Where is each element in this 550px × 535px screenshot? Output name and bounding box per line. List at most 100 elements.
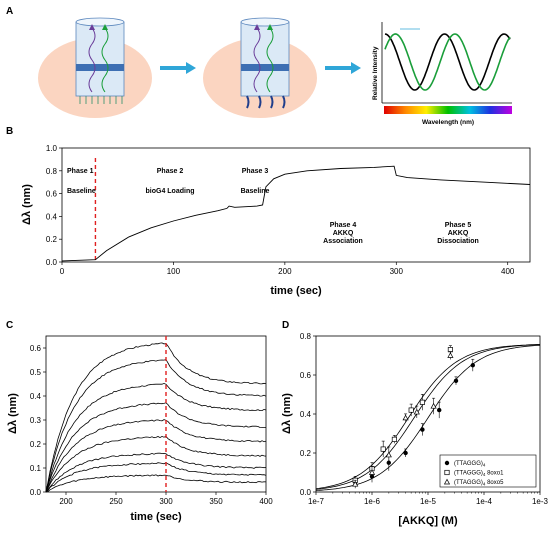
series-line (45, 452, 267, 493)
stage-2-bound-molecules (246, 95, 286, 109)
panel-label-d: D (282, 320, 289, 331)
data-point (447, 347, 453, 353)
x-axis-title: time (sec) (130, 511, 182, 523)
phase-label: Baseline (241, 188, 270, 195)
data-point (408, 407, 414, 413)
interference-ylabel: Relative Intensity (372, 46, 379, 100)
phase-label: AKKQ (448, 230, 469, 237)
series-line (45, 435, 267, 492)
biosensor-stage-1 (38, 17, 152, 118)
panel-label-a: A (6, 6, 13, 17)
phase-label: AKKQ (333, 230, 354, 237)
stage-2-band (241, 64, 289, 71)
y-tick-label: 0.4 (300, 410, 312, 419)
x-tick-label: 0 (60, 267, 65, 276)
legend-entry-name: (TTAGGG) (454, 461, 483, 467)
y-axis-title: Δλ (nm) (7, 393, 19, 434)
legend-entry: (TTAGGG)4 8oxo5 (454, 480, 504, 487)
data-point (430, 402, 437, 409)
series-line (45, 359, 267, 492)
y-axis-title: Δλ (nm) (281, 393, 293, 434)
x-tick-label: 300 (159, 497, 173, 506)
y-tick-label: 0.0 (300, 488, 312, 497)
legend-entry-name: (TTAGGG) (454, 471, 483, 477)
sensorgram-trace (61, 165, 531, 262)
legend-entry-suffix: 8oxo5 (485, 480, 504, 486)
chart-association-dissociation: 200 250 300 350 400 0.0 0.1 0.2 0.3 0.4 0.5 0.6 time… (7, 335, 273, 523)
data-point (447, 352, 454, 358)
data-point (420, 427, 425, 432)
data-point (470, 363, 475, 368)
y-tick-label: 0.4 (46, 212, 58, 221)
data-point (385, 451, 392, 458)
data-point (413, 408, 420, 415)
phase-label: Phase 3 (242, 168, 269, 175)
interference-plot: Relative Intensity Wavelength (nm) (372, 22, 512, 126)
phase-label: Dissociation (437, 238, 479, 245)
panel-label-c: C (6, 320, 13, 331)
stage-1-tube (75, 21, 125, 97)
stage-1-green-wave (101, 27, 109, 93)
y-tick-label: 0.0 (46, 258, 58, 267)
chart-dose-response: 1e-7 1e-6 1e-5 1e-4 1e-3 0.0 0.2 0.4 0.6 0.8 [AKKQ… (281, 332, 549, 527)
plot-frame (45, 335, 267, 493)
x-tick-label: 400 (259, 497, 273, 506)
data-point (380, 446, 386, 452)
data-point (444, 469, 450, 476)
series-line (45, 474, 267, 493)
data-point (403, 450, 408, 456)
y-tick-label: 0.2 (46, 235, 58, 244)
biosensor-stage-2 (203, 17, 317, 118)
data-point (368, 469, 376, 475)
y-tick-label: 0.5 (30, 368, 42, 377)
legend-box (439, 454, 537, 488)
phase-label: Phase 2 (157, 168, 184, 175)
data-point (444, 460, 450, 466)
y-tick-label: 0.3 (30, 416, 42, 425)
legend-entry-suffix: 8oxo1 (485, 471, 504, 477)
y-tick-label: 0.8 (46, 167, 58, 176)
chart-sensorgram: 0 100 200 300 400 0.0 0.2 0.4 0.6 0.8 1.0 time (sec… (21, 144, 531, 297)
data-point (402, 414, 409, 421)
x-tick-label: 1e-3 (532, 497, 549, 506)
stage-1-green-arrowhead (102, 24, 108, 30)
phase-label: Phase 4 (330, 222, 357, 229)
stage-1-purple-arrowhead (89, 24, 95, 30)
series-line (45, 462, 267, 493)
y-tick-label: 0.1 (30, 464, 42, 473)
y-tick-label: 0.4 (30, 392, 42, 401)
y-axis-title: Δλ (nm) (21, 184, 33, 225)
phase-label: Phase 1 (67, 168, 94, 175)
legend: (TTAGGG)4(TTAGGG)4 8oxo1(TTAGGG)4 8oxo5 (439, 454, 537, 488)
stage-1-tube-top (75, 17, 125, 27)
legend-entry: (TTAGGG)4 8oxo1 (454, 471, 504, 478)
interference-wave-green (384, 33, 511, 91)
y-tick-label: 1.0 (46, 144, 58, 153)
x-tick-label: 200 (278, 267, 292, 276)
stage-2-tube-top (240, 17, 290, 27)
y-tick-label: 0.6 (30, 344, 42, 353)
x-tick-label: 100 (167, 267, 181, 276)
series-line (45, 419, 267, 493)
interference-xlabel: Wavelength (nm) (422, 119, 474, 126)
data-point (437, 407, 442, 413)
data-point (352, 480, 359, 487)
legend-entry-subscript: 4 (483, 472, 486, 477)
stage-1-purple-wave (88, 27, 96, 93)
stage-2-purple-wave (253, 27, 261, 93)
y-tick-label: 0.0 (30, 488, 42, 497)
series-line (45, 382, 267, 492)
series-line (45, 342, 267, 493)
stage-2-tube (240, 21, 290, 97)
phase-label: Phase 5 (445, 222, 472, 229)
y-tick-label: 0.2 (300, 449, 312, 458)
x-tick-label: 200 (59, 497, 73, 506)
stage-1-band (76, 64, 124, 71)
legend-entry-subscript: 4 (483, 463, 486, 468)
x-tick-label: 400 (501, 267, 515, 276)
data-point (443, 478, 451, 485)
plot-frame (61, 147, 531, 263)
data-point (453, 378, 459, 384)
y-tick-label: 0.8 (300, 332, 312, 341)
